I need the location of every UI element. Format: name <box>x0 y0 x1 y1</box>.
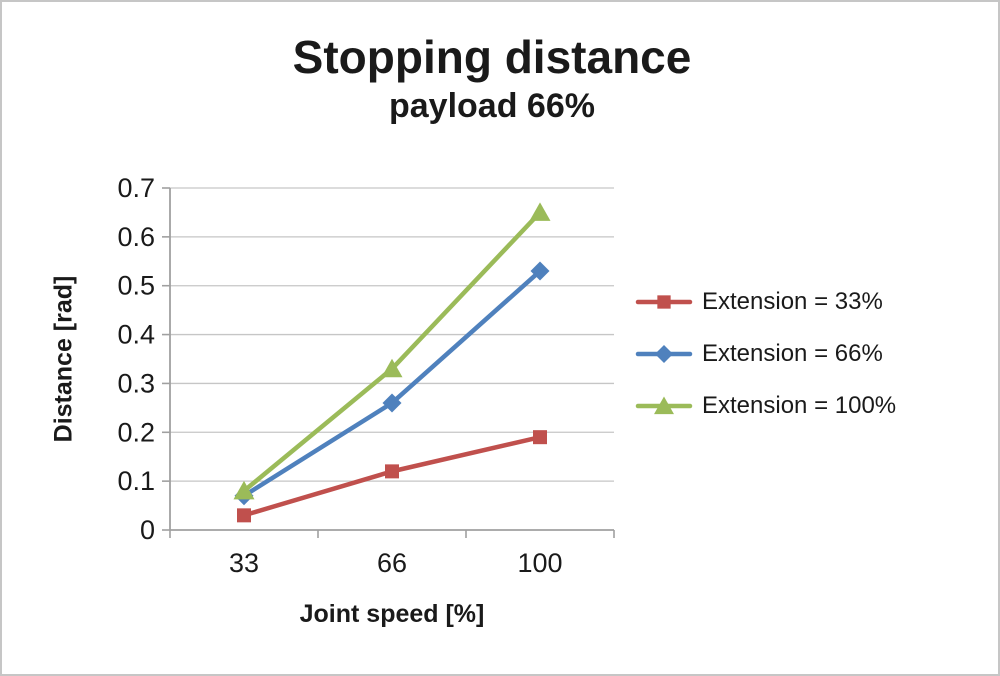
y-tick-label: 0.5 <box>117 271 155 301</box>
marker-triangle-icon <box>654 396 674 415</box>
legend-label: Extension = 100% <box>702 392 897 419</box>
legend-item: Extension = 100% <box>635 389 896 423</box>
x-tick-label: 100 <box>517 548 562 578</box>
legend-label: Extension = 33% <box>702 288 883 315</box>
legend-item: Extension = 66% <box>635 337 896 371</box>
marker-diamond-icon <box>530 261 550 281</box>
legend: Extension = 33% Extension = 66% Extension … <box>635 285 896 423</box>
legend-sample-square <box>635 295 693 309</box>
y-tick-label: 0.2 <box>117 417 155 447</box>
legend-label: Extension = 66% <box>702 340 883 367</box>
legend-item: Extension = 33% <box>635 285 896 319</box>
x-tick-label: 33 <box>229 548 259 578</box>
marker-triangle-icon <box>381 358 403 378</box>
chart-title: Stopping distance <box>292 31 692 83</box>
marker-square-icon <box>533 430 547 445</box>
marker-triangle-icon <box>529 202 551 221</box>
chart-subtitle: payload 66% <box>389 86 595 125</box>
marker-square-icon <box>657 295 671 309</box>
y-tick-label: 0.4 <box>117 320 155 350</box>
y-tick-label: 0.7 <box>117 173 155 203</box>
marker-diamond-icon <box>382 393 402 413</box>
x-tick-label: 66 <box>377 548 407 578</box>
y-tick-label: 0.3 <box>117 368 155 398</box>
y-tick-label: 0.6 <box>117 222 155 252</box>
marker-square-icon <box>385 464 399 479</box>
y-tick-label: 0 <box>140 515 155 545</box>
legend-sample-diamond <box>635 344 693 364</box>
y-tick-label: 0.1 <box>117 466 155 496</box>
x-axis-label: Joint speed [%] <box>299 600 485 628</box>
marker-diamond-icon <box>654 344 674 364</box>
marker-triangle-icon <box>233 480 255 500</box>
legend-sample-triangle <box>635 396 693 415</box>
marker-square-icon <box>237 508 251 523</box>
y-axis-label: Distance [rad] <box>49 275 78 443</box>
chart-header: Stopping distance payload 66% <box>2 32 982 126</box>
